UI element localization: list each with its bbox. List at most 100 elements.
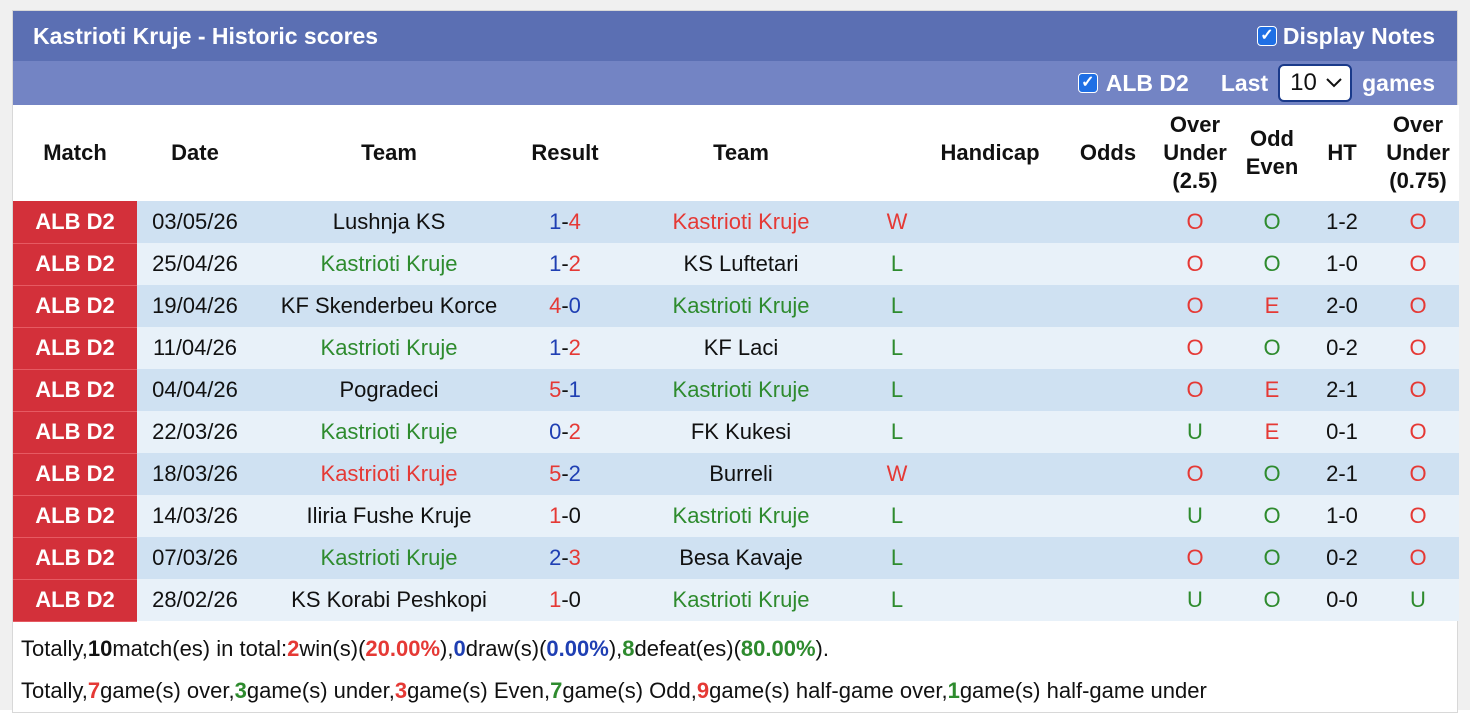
col-team-home[interactable]: Team bbox=[253, 105, 525, 201]
results-table: Match Date Team Result Team Handicap Odd… bbox=[13, 105, 1459, 622]
chevron-down-icon bbox=[1326, 78, 1342, 88]
total-wins: 2 bbox=[287, 635, 300, 661]
handicap-cell bbox=[917, 243, 1063, 285]
league-badge[interactable]: ALB D2 bbox=[13, 327, 137, 370]
match-result[interactable]: 1-0 bbox=[525, 579, 605, 621]
display-notes-toggle[interactable]: ✓ Display Notes bbox=[1256, 23, 1435, 50]
col-date[interactable]: Date bbox=[137, 105, 253, 201]
away-team[interactable]: FK Kukesi bbox=[605, 411, 877, 453]
total-half-game-over: 9 bbox=[696, 677, 710, 703]
odd-even: O bbox=[1237, 453, 1307, 495]
match-result[interactable]: 4-0 bbox=[525, 285, 605, 327]
match-result[interactable]: 1-0 bbox=[525, 495, 605, 537]
score-separator: - bbox=[561, 209, 569, 234]
home-score: 5 bbox=[549, 377, 562, 402]
last-games-select[interactable]: 10 bbox=[1278, 64, 1353, 102]
league-badge[interactable]: ALB D2 bbox=[13, 537, 137, 580]
col-over-under-0-75[interactable]: Over Under (0.75) bbox=[1377, 105, 1459, 201]
table-row[interactable]: ALB D2 22/03/26 Kastrioti Kruje 0-2 FK Kukes… bbox=[13, 411, 1459, 454]
away-team[interactable]: Besa Kavaje bbox=[605, 537, 877, 579]
home-team[interactable]: Pogradeci bbox=[253, 369, 525, 411]
away-team[interactable]: Kastrioti Kruje bbox=[605, 495, 877, 537]
away-team[interactable]: KF Laci bbox=[605, 327, 877, 369]
score-separator: - bbox=[561, 461, 569, 486]
col-result[interactable]: Result bbox=[525, 105, 605, 201]
over-under-0-75: O bbox=[1377, 411, 1459, 453]
over-under-2-5: O bbox=[1153, 537, 1237, 579]
win-loss: W bbox=[877, 453, 917, 495]
match-result[interactable]: 1-4 bbox=[525, 201, 605, 243]
away-score: 0 bbox=[568, 587, 581, 612]
table-row[interactable]: ALB D2 25/04/26 Kastrioti Kruje 1-2 KS Lufte… bbox=[13, 243, 1459, 286]
table-row[interactable]: ALB D2 11/04/26 Kastrioti Kruje 1-2 KF Laci L… bbox=[13, 327, 1459, 370]
odd-even: E bbox=[1237, 285, 1307, 327]
last-games-value: 10 bbox=[1290, 69, 1317, 96]
home-team[interactable]: KS Korabi Peshkopi bbox=[253, 579, 525, 621]
league-badge[interactable]: ALB D2 bbox=[13, 453, 137, 496]
half-time-score: 2-0 bbox=[1307, 285, 1377, 327]
table-row[interactable]: ALB D2 04/04/26 Pogradeci 5-1 Kastrioti Kruj… bbox=[13, 369, 1459, 412]
league-badge[interactable]: ALB D2 bbox=[13, 285, 137, 328]
table-row[interactable]: ALB D2 28/02/26 KS Korabi Peshkopi 1-0 Kastr… bbox=[13, 579, 1459, 622]
over-under-0-75: O bbox=[1377, 369, 1459, 411]
table-row[interactable]: ALB D2 14/03/26 Iliria Fushe Kruje 1-0 Kastr… bbox=[13, 495, 1459, 538]
table-row[interactable]: ALB D2 19/04/26 KF Skenderbeu Korce 4-0 Kast… bbox=[13, 285, 1459, 328]
over-under-0-75: O bbox=[1377, 201, 1459, 243]
league-filter-checkbox[interactable]: ✓ bbox=[1077, 73, 1098, 93]
away-team[interactable]: Burreli bbox=[605, 453, 877, 495]
odds-cell bbox=[1063, 327, 1153, 369]
away-team[interactable]: Kastrioti Kruje bbox=[605, 201, 877, 243]
draw-percent: 0.00% bbox=[546, 635, 609, 661]
league-badge[interactable]: ALB D2 bbox=[13, 495, 137, 538]
home-team[interactable]: Lushnja KS bbox=[253, 201, 525, 243]
total-odd: 7 bbox=[550, 677, 563, 703]
away-team[interactable]: Kastrioti Kruje bbox=[605, 369, 877, 411]
away-team[interactable]: KS Luftetari bbox=[605, 243, 877, 285]
match-result[interactable]: 2-3 bbox=[525, 537, 605, 579]
col-ht[interactable]: HT bbox=[1307, 105, 1377, 201]
score-separator: - bbox=[561, 293, 569, 318]
match-result[interactable]: 1-2 bbox=[525, 243, 605, 285]
league-badge[interactable]: ALB D2 bbox=[13, 369, 137, 412]
table-row[interactable]: ALB D2 03/05/26 Lushnja KS 1-4 Kastrioti Kru… bbox=[13, 201, 1459, 244]
col-match[interactable]: Match bbox=[13, 105, 137, 201]
league-badge[interactable]: ALB D2 bbox=[13, 201, 137, 244]
total-over: 7 bbox=[87, 677, 101, 703]
odd-even: O bbox=[1237, 579, 1307, 621]
home-team[interactable]: Kastrioti Kruje bbox=[253, 411, 525, 453]
table-row[interactable]: ALB D2 07/03/26 Kastrioti Kruje 2-3 Besa Kav… bbox=[13, 537, 1459, 580]
summary: Totally, 10 match(es) in total: 2 win(s)… bbox=[13, 621, 1457, 712]
col-team-away[interactable]: Team bbox=[605, 105, 877, 201]
league-badge[interactable]: ALB D2 bbox=[13, 243, 137, 286]
home-team[interactable]: Kastrioti Kruje bbox=[253, 453, 525, 495]
table-row[interactable]: ALB D2 18/03/26 Kastrioti Kruje 5-2 Burreli W… bbox=[13, 453, 1459, 496]
home-score: 5 bbox=[549, 461, 562, 486]
handicap-cell bbox=[917, 285, 1063, 327]
league-filter-toggle[interactable]: ✓ ALB D2 bbox=[1077, 70, 1189, 97]
match-result[interactable]: 0-2 bbox=[525, 411, 605, 453]
home-team[interactable]: Kastrioti Kruje bbox=[253, 537, 525, 579]
col-odd-even[interactable]: Odd Even bbox=[1237, 105, 1307, 201]
match-result[interactable]: 5-1 bbox=[525, 369, 605, 411]
away-team[interactable]: Kastrioti Kruje bbox=[605, 285, 877, 327]
odd-even: O bbox=[1237, 201, 1307, 243]
col-handicap[interactable]: Handicap bbox=[917, 105, 1063, 201]
odd-even: O bbox=[1237, 243, 1307, 285]
home-team[interactable]: Iliria Fushe Kruje bbox=[253, 495, 525, 537]
home-team[interactable]: Kastrioti Kruje bbox=[253, 243, 525, 285]
league-badge[interactable]: ALB D2 bbox=[13, 579, 137, 622]
match-result[interactable]: 1-2 bbox=[525, 327, 605, 369]
over-under-2-5: O bbox=[1153, 453, 1237, 495]
away-team[interactable]: Kastrioti Kruje bbox=[605, 579, 877, 621]
col-odds[interactable]: Odds bbox=[1063, 105, 1153, 201]
odd-even: O bbox=[1237, 537, 1307, 579]
league-badge[interactable]: ALB D2 bbox=[13, 411, 137, 454]
win-loss: W bbox=[877, 201, 917, 243]
match-result[interactable]: 5-2 bbox=[525, 453, 605, 495]
home-team[interactable]: Kastrioti Kruje bbox=[253, 327, 525, 369]
odds-cell bbox=[1063, 201, 1153, 243]
total-even: 3 bbox=[394, 677, 408, 703]
col-over-under-2-5[interactable]: Over Under (2.5) bbox=[1153, 105, 1237, 201]
home-team[interactable]: KF Skenderbeu Korce bbox=[253, 285, 525, 327]
display-notes-checkbox[interactable]: ✓ bbox=[1256, 26, 1277, 46]
